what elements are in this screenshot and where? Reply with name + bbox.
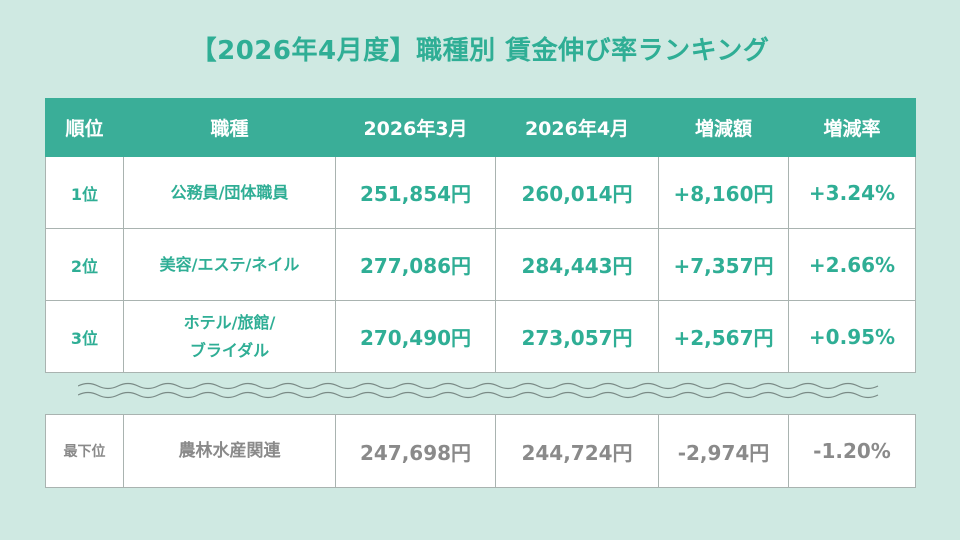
- job-cell: ホテル/旅館/ ブライダル: [123, 300, 336, 373]
- header-march: 2026年3月: [335, 98, 496, 157]
- rate-cell: +2.66%: [788, 228, 916, 301]
- rate-cell: -1.20%: [788, 414, 916, 488]
- march-cell: 277,086円: [335, 228, 496, 301]
- job-line-2: ブライダル: [189, 340, 270, 360]
- table-header-row: 順位 職種 2026年3月 2026年4月 増減額 増減率: [45, 98, 916, 157]
- wave-divider: [78, 382, 879, 399]
- april-cell: 273,057円: [495, 300, 659, 373]
- april-cell: 260,014円: [495, 156, 659, 229]
- job-cell: 公務員/団体職員: [123, 156, 336, 229]
- job-cell: 農林水産関連: [123, 414, 336, 488]
- march-cell: 251,854円: [335, 156, 496, 229]
- rate-cell: +3.24%: [788, 156, 916, 229]
- change-cell: +2,567円: [658, 300, 789, 373]
- job-cell: 美容/エステ/ネイル: [123, 228, 336, 301]
- page-title: 【2026年4月度】職種別 賃金伸び率ランキング: [190, 36, 770, 66]
- rank-cell: 3位: [45, 300, 124, 373]
- rank-cell: 2位: [45, 228, 124, 301]
- header-job: 職種: [123, 98, 336, 157]
- march-cell: 247,698円: [335, 414, 496, 488]
- change-cell: +8,160円: [658, 156, 789, 229]
- april-cell: 244,724円: [495, 414, 659, 488]
- april-cell: 284,443円: [495, 228, 659, 301]
- rate-cell: +0.95%: [788, 300, 916, 373]
- march-cell: 270,490円: [335, 300, 496, 373]
- rank-cell: 1位: [45, 156, 124, 229]
- ranking-table: 順位 職種 2026年3月 2026年4月 増減額 増減率 1位 公務員/団体職…: [45, 98, 916, 373]
- lowest-rank-table: 最下位 農林水産関連 247,698円 244,724円 -2,974円 -1.…: [45, 414, 916, 488]
- change-cell: +7,357円: [658, 228, 789, 301]
- table-row: 3位 ホテル/旅館/ ブライダル 270,490円 273,057円 +2,56…: [45, 300, 916, 373]
- header-rate: 増減率: [788, 98, 916, 157]
- header-rank: 順位: [45, 98, 124, 157]
- header-change: 増減額: [658, 98, 789, 157]
- table-row: 2位 美容/エステ/ネイル 277,086円 284,443円 +7,357円 …: [45, 228, 916, 301]
- job-line-1: ホテル/旅館/: [183, 312, 276, 332]
- header-april: 2026年4月: [495, 98, 659, 157]
- change-cell: -2,974円: [658, 414, 789, 488]
- rank-cell: 最下位: [45, 414, 124, 488]
- table-row: 最下位 農林水産関連 247,698円 244,724円 -2,974円 -1.…: [45, 414, 916, 488]
- table-row: 1位 公務員/団体職員 251,854円 260,014円 +8,160円 +3…: [45, 156, 916, 229]
